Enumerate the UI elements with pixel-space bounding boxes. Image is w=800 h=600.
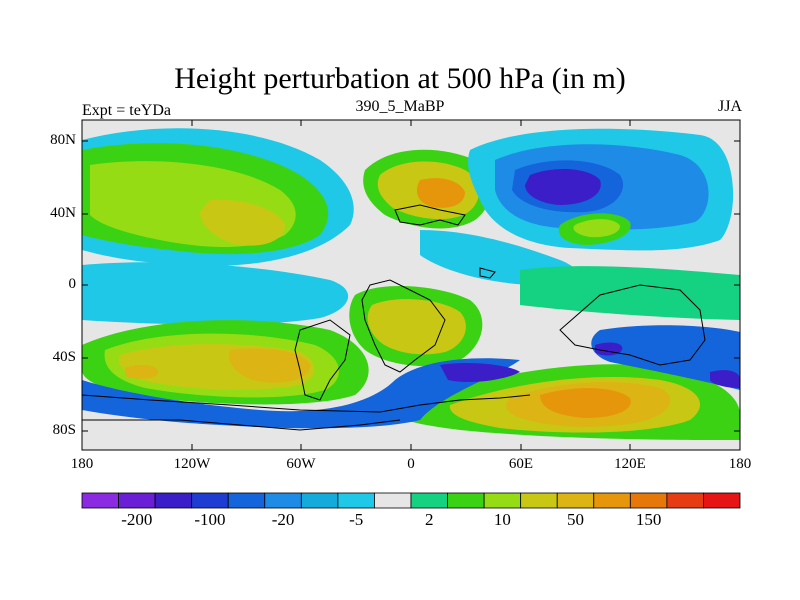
page-title: Height perturbation at 500 hPa (in m) xyxy=(174,62,626,95)
case-label: 390_5_MaBP xyxy=(355,98,445,115)
map-region-so-band-west xyxy=(82,358,520,429)
map-region-eurasia-min xyxy=(525,168,601,205)
colorbar-swatch xyxy=(191,492,229,509)
colorbar-label: -100 xyxy=(194,510,226,529)
coastline-africa xyxy=(361,279,446,373)
y-tick-label: 40S xyxy=(52,349,76,365)
colorbar-label: 150 xyxy=(635,510,662,529)
coastline-south-america xyxy=(294,319,351,401)
colorbar-label: -20 xyxy=(271,510,295,529)
x-tick-label: 180 xyxy=(70,456,94,472)
y-tick-label: 0 xyxy=(68,276,77,292)
colorbar-swatch xyxy=(227,492,266,509)
map-region-sp-core xyxy=(229,348,310,383)
x-axis-ticks xyxy=(81,120,741,450)
map-region-so-band-east xyxy=(591,325,740,390)
map-plot-area xyxy=(82,120,740,450)
colorbar-swatch xyxy=(703,492,741,509)
coastline-antarctica xyxy=(82,394,531,431)
coastline-australia xyxy=(559,284,706,366)
colorbar-label: -5 xyxy=(349,510,364,529)
map-region-tropics-pacific xyxy=(520,266,740,320)
colorbar-swatch xyxy=(447,492,485,509)
y-axis-ticks xyxy=(82,140,740,432)
season-label: JJA xyxy=(717,98,742,115)
colorbar-swatch xyxy=(118,492,156,509)
colorbar-swatch xyxy=(300,492,339,509)
x-tick-label: 60E xyxy=(508,456,534,472)
map-region-tropics-west xyxy=(82,262,349,325)
coastline-europe xyxy=(394,204,496,279)
map-region-sp-core-west xyxy=(125,364,159,379)
x-tick-label: 180 xyxy=(728,456,752,472)
colorbar-swatch xyxy=(154,492,193,509)
colorbar-swatch xyxy=(374,492,412,509)
colorbar-label: -200 xyxy=(121,510,153,529)
y-tick-label: 80S xyxy=(52,422,76,438)
colorbar-swatch xyxy=(520,492,558,509)
colorbar-swatch xyxy=(337,492,375,509)
colorbar-swatch xyxy=(264,492,302,509)
colorbar-swatch xyxy=(593,492,631,509)
x-tick-label: 120W xyxy=(173,456,211,472)
x-tick-label: 0 xyxy=(407,456,415,472)
x-tick-label: 60W xyxy=(286,456,316,472)
experiment-label: Expt = teYDa xyxy=(82,102,171,119)
colorbar-swatch xyxy=(81,492,119,509)
x-tick-label: 120E xyxy=(614,456,646,472)
colorbar-swatch xyxy=(629,492,668,509)
colorbar-label: 10 xyxy=(493,510,511,529)
map-region-np-core xyxy=(200,199,285,246)
map-region-med-core xyxy=(416,178,465,208)
map-region-so-min-far-east xyxy=(710,370,740,388)
map-region-eastasia-inner xyxy=(573,219,620,238)
colorbar-label: 2 xyxy=(425,510,434,529)
colorbar-label: 50 xyxy=(567,510,584,529)
map-region-si-core xyxy=(540,388,631,418)
colorbar-swatch xyxy=(666,492,704,509)
y-tick-label: 80N xyxy=(50,132,76,148)
colorbar-swatch xyxy=(556,492,595,509)
map-region-so-min-west xyxy=(440,362,520,383)
y-tick-label: 40N xyxy=(50,205,76,221)
colorbar xyxy=(81,492,741,509)
colorbar-swatch xyxy=(483,492,522,509)
map-region-africa-inner xyxy=(367,299,466,355)
colorbar-swatch xyxy=(410,492,448,509)
